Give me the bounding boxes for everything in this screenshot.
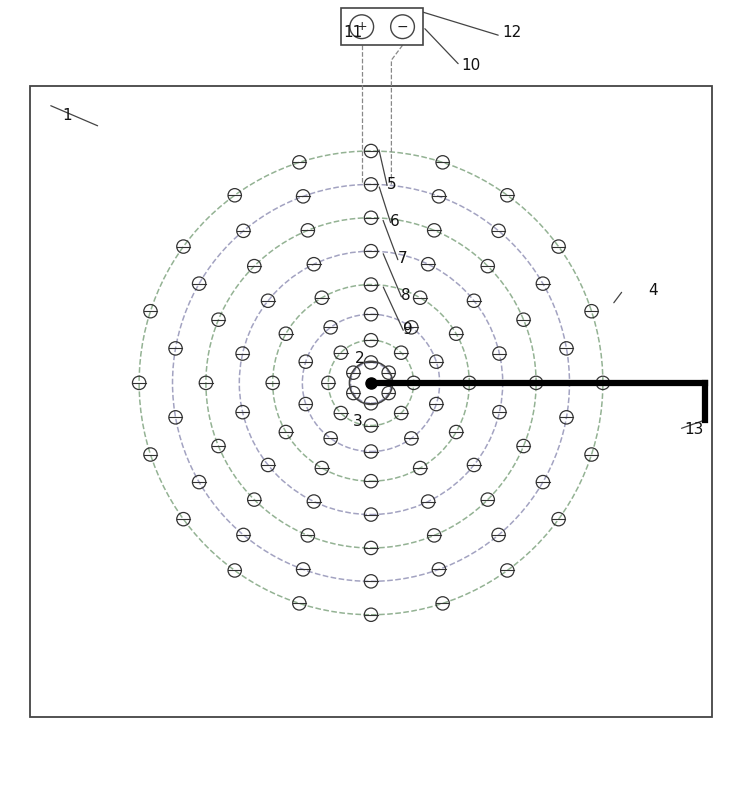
Text: 11: 11 [343, 24, 362, 39]
Text: 13: 13 [684, 422, 703, 437]
Text: 12: 12 [502, 24, 522, 39]
Text: 1: 1 [62, 108, 71, 123]
Text: −: − [397, 20, 408, 34]
Text: +: + [356, 20, 367, 33]
Text: 9: 9 [403, 322, 413, 336]
FancyBboxPatch shape [341, 8, 423, 45]
Text: 7: 7 [398, 251, 407, 266]
Polygon shape [30, 86, 712, 717]
Text: 6: 6 [390, 214, 400, 229]
Text: 10: 10 [462, 58, 481, 73]
Text: 2: 2 [355, 351, 364, 366]
Text: 4: 4 [649, 283, 657, 298]
Text: 5: 5 [387, 177, 396, 192]
Text: 3: 3 [353, 414, 363, 429]
Text: 8: 8 [401, 288, 411, 303]
